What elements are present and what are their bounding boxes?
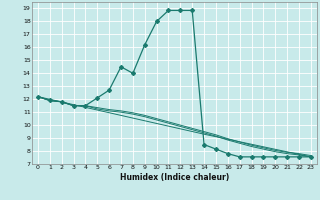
X-axis label: Humidex (Indice chaleur): Humidex (Indice chaleur) <box>120 173 229 182</box>
